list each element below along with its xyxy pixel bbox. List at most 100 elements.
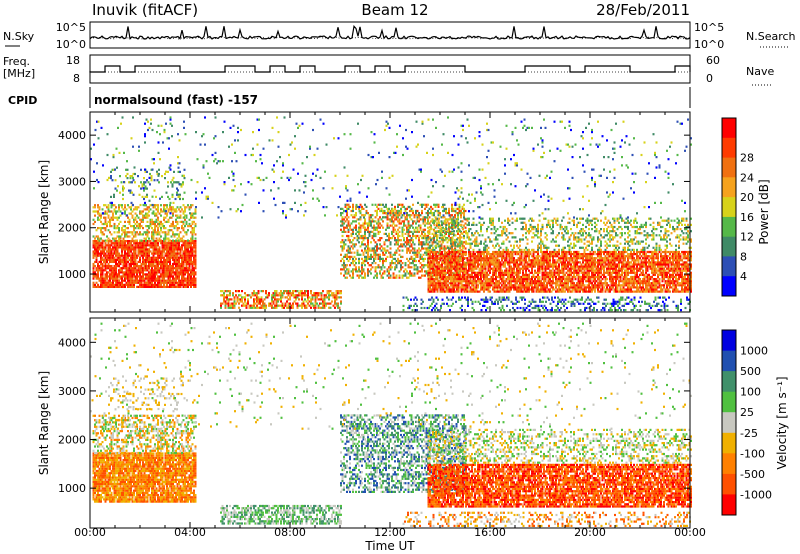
echo-cell [126,168,129,171]
echo-cell [136,225,138,228]
echo-cell [157,275,159,278]
echo-cell [304,292,306,295]
echo-cell [167,281,170,284]
echo-cell [220,304,222,307]
echo-cell [451,230,453,233]
echo-cell [194,208,197,211]
echo-cell [101,250,104,253]
echo-cell [121,252,123,255]
echo-cell [233,300,236,303]
echo-cell [310,300,312,303]
echo-cell [382,209,384,213]
echo-cell [148,271,150,274]
echo-cell [245,294,248,297]
echo-cell [448,253,451,256]
echo-cell [262,306,264,309]
echo-cell [526,265,529,268]
echo-cell [178,246,180,249]
echo-cell [182,197,184,201]
echo-cell [109,222,111,226]
echo-cell [191,283,194,286]
echo-cell [176,181,178,184]
echo-cell [499,269,502,272]
echo-cell [477,265,479,268]
echo-cell [281,306,284,309]
echo-cell [523,288,526,291]
echo-cell [164,273,167,276]
echo-cell [406,249,408,252]
echo-cell [511,255,514,258]
echo-cell [173,258,176,261]
echo-cell [164,204,167,207]
echo-cell [160,262,162,266]
echo-cell [444,267,446,270]
echo-cell [164,285,167,288]
echo-cell [164,265,167,268]
echo-cell [492,267,494,270]
echo-cell [124,254,126,257]
echo-cell [463,253,466,256]
echo-cell [220,290,222,293]
echo-cell [113,225,116,228]
echo-cell [441,273,443,276]
echo-cell [463,230,465,233]
echo-cell [448,263,451,266]
echo-cell [139,277,141,280]
echo-cell [474,257,476,260]
echo-cell [178,267,180,270]
echo-cell [139,225,141,228]
echo-cell [248,306,251,309]
echo-cell [141,195,144,198]
echo-cell [190,204,192,207]
echo-cell [97,265,99,268]
echo-cell [148,225,150,228]
echo-cell [167,252,170,255]
echo-cell [427,257,430,260]
echo-cell [443,203,446,206]
echo-cell [124,212,126,215]
echo-cell [421,245,423,248]
echo-cell [340,212,342,215]
echo-cell [534,282,536,285]
echo-cell [298,298,300,301]
echo-cell [323,302,326,305]
echo-cell [394,253,396,256]
echo-cell [119,244,122,247]
echo-cell [535,286,538,289]
echo-cell [367,257,369,260]
echo-cell [461,212,464,215]
echo-cell [224,306,227,309]
echo-cell [131,273,134,276]
echo-cell [463,275,466,279]
echo-cell [167,170,169,173]
echo-cell [104,269,107,272]
echo-cell [166,269,168,272]
echo-cell [167,185,169,188]
echo-cell [523,284,526,287]
echo-cell [156,172,159,176]
echo-cell [169,252,171,255]
echo-cell [505,255,508,258]
echo-cell [152,262,155,266]
echo-cell [477,273,479,276]
echo-cell [523,261,526,264]
echo-cell [361,214,363,217]
echo-cell [478,257,481,260]
echo-cell [472,271,475,274]
echo-cell [232,302,234,305]
echo-cell [496,255,499,258]
echo-cell [128,250,131,253]
echo-cell [125,269,128,272]
echo-cell [368,234,371,238]
echo-cell [457,288,460,291]
echo-cell [526,284,529,287]
echo-cell [432,286,434,289]
echo-cell [528,284,530,287]
echo-cell [455,241,458,244]
echo-cell [151,227,153,230]
echo-cell [148,214,150,217]
echo-cell [364,257,366,260]
echo-cell [110,285,113,288]
echo-cell [145,208,147,211]
echo-cell [441,261,443,264]
